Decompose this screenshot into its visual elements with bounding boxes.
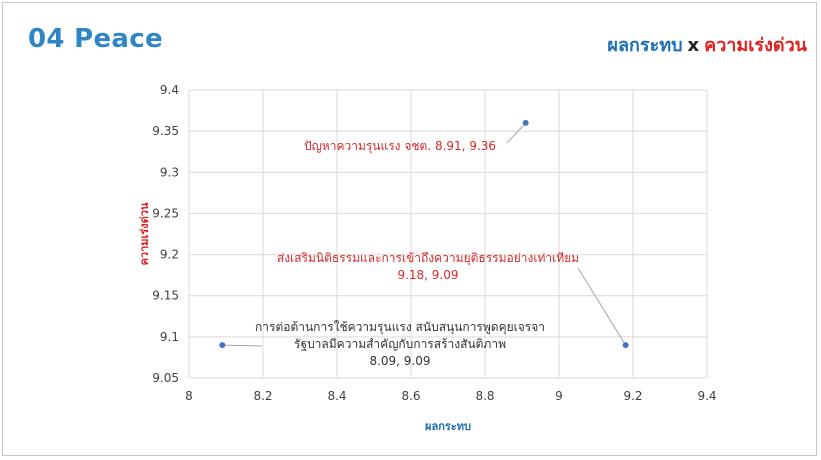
x-tick-label: 9	[555, 389, 563, 403]
data-point	[219, 342, 226, 349]
y-tick-label: 9.1	[160, 330, 179, 344]
y-tick-label: 9.05	[152, 371, 179, 385]
leader-line	[222, 344, 263, 347]
y-tick-label: 9.35	[152, 124, 179, 138]
x-tick-label: 8.2	[253, 389, 272, 403]
leader-line	[506, 122, 527, 144]
y-tick-label: 9.25	[152, 206, 179, 220]
data-point	[622, 342, 629, 349]
x-tick-label: 9.2	[623, 389, 642, 403]
y-tick-label: 9.3	[160, 165, 179, 179]
data-label: การต่อต้านการใช้ความรุนแรง สนับสนุนการพู…	[255, 320, 545, 335]
subtitle-times: x	[687, 35, 700, 56]
x-tick-label: 8.4	[327, 389, 346, 403]
data-point	[522, 119, 529, 126]
x-tick-label: 9.4	[697, 389, 716, 403]
x-tick-label: 8.8	[475, 389, 494, 403]
y-tick-label: 9.2	[160, 248, 179, 262]
data-label: ปัญหาความรุนแรง จชต. 8.91, 9.36	[304, 139, 496, 154]
y-tick-label: 9.15	[152, 289, 179, 303]
slide-frame	[2, 2, 817, 456]
x-tick-label: 8	[185, 389, 193, 403]
x-tick-label: 8.6	[401, 389, 420, 403]
slide-subtitle: ผลกระทบ x ความเร่งด่วน	[607, 30, 807, 59]
x-axis-title: ผลกระทบ	[425, 420, 471, 433]
leader-line	[577, 267, 627, 346]
subtitle-impact: ผลกระทบ	[607, 35, 683, 56]
subtitle-urgency: ความเร่งด่วน	[704, 35, 807, 56]
data-label: รัฐบาลมีความสำคัญกับการสร้างสันติภาพ	[294, 337, 506, 351]
data-label: 8.09, 9.09	[369, 354, 430, 368]
data-label: 9.18, 9.09	[397, 268, 458, 282]
slide-title: 04 Peace	[28, 24, 163, 54]
y-axis-title: ความเร่งด่วน	[138, 202, 151, 265]
data-label: ส่งเสริมนิติธรรมและการเข้าถึงความยุติธรร…	[277, 251, 579, 266]
y-tick-label: 9.4	[160, 83, 179, 97]
